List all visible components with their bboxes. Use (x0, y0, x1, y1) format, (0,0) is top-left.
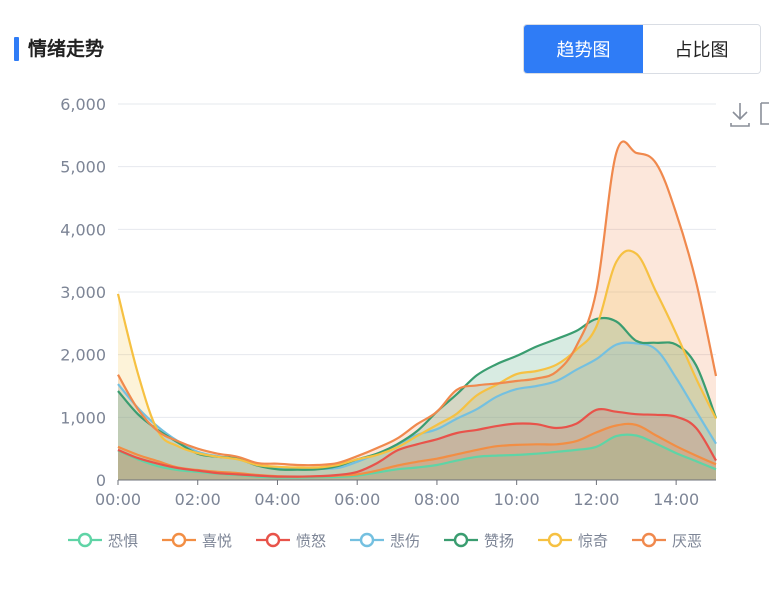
series-area (118, 250, 716, 480)
x-tick-label: 02:00 (175, 490, 221, 509)
legend-marker (171, 532, 187, 548)
legend-item[interactable]: 厌恶 (632, 532, 702, 550)
chart-view-toggle: 趋势图 占比图 (523, 24, 761, 74)
y-tick-label: 2,000 (60, 346, 106, 365)
x-tick-label: 04:00 (254, 490, 300, 509)
legend-label: 悲伤 (390, 532, 420, 550)
legend-item[interactable]: 惊奇 (538, 532, 608, 550)
x-tick-label: 10:00 (494, 490, 540, 509)
legend: 恐惧 喜悦 愤怒 悲伤 赞扬 惊奇 厌恶 (68, 532, 702, 550)
x-tick-label: 06:00 (334, 490, 380, 509)
legend-item[interactable]: 恐惧 (68, 532, 138, 550)
legend-item[interactable]: 喜悦 (162, 532, 232, 550)
download-icon[interactable] (730, 103, 750, 127)
y-tick-label: 0 (96, 471, 106, 490)
trend-tab[interactable]: 趋势图 (524, 25, 643, 73)
legend-label: 喜悦 (202, 532, 232, 550)
series-area (118, 434, 716, 480)
grid-lines (118, 103, 716, 418)
y-tick-label: 6,000 (60, 95, 106, 114)
legend-marker (453, 532, 469, 548)
legend-item[interactable]: 悲伤 (350, 532, 420, 550)
series-line (117, 140, 718, 467)
series-area (118, 141, 716, 480)
data-view-icon[interactable] (760, 102, 769, 125)
legend-marker (547, 532, 563, 548)
legend-marker (77, 532, 93, 548)
axes: 0 1,000 2,000 3,000 4,000 5,000 6,000 00:00 02:0… (60, 95, 716, 509)
legend-marker (265, 532, 281, 548)
x-tick-label: 14:00 (653, 490, 699, 509)
page-title: 情绪走势 (28, 38, 105, 60)
legend-marker (641, 532, 657, 548)
x-tick-label: 12:00 (573, 490, 619, 509)
y-tick-label: 3,000 (60, 283, 106, 302)
legend-label: 厌恶 (672, 532, 702, 550)
series-line (116, 249, 717, 469)
title-accent-bar (14, 37, 19, 61)
y-tick-label: 5,000 (60, 158, 106, 177)
legend-label: 惊奇 (578, 532, 608, 550)
series-line (117, 422, 717, 478)
x-tick-label: 00:00 (95, 490, 141, 509)
legend-marker (359, 532, 375, 548)
y-tick-label: 1,000 (60, 408, 106, 427)
x-tick-label: 08:00 (414, 490, 460, 509)
y-tick-label: 4,000 (60, 220, 106, 239)
series-lines (116, 140, 718, 479)
series-line (117, 408, 717, 478)
legend-label: 愤怒 (296, 532, 326, 550)
legend-label: 赞扬 (484, 532, 514, 550)
legend-item[interactable]: 愤怒 (256, 532, 326, 550)
ratio-tab[interactable]: 占比图 (643, 25, 760, 73)
series-areas (118, 141, 716, 480)
legend-label: 恐惧 (108, 532, 138, 550)
legend-item[interactable]: 赞扬 (444, 532, 514, 550)
series-area (118, 423, 716, 480)
